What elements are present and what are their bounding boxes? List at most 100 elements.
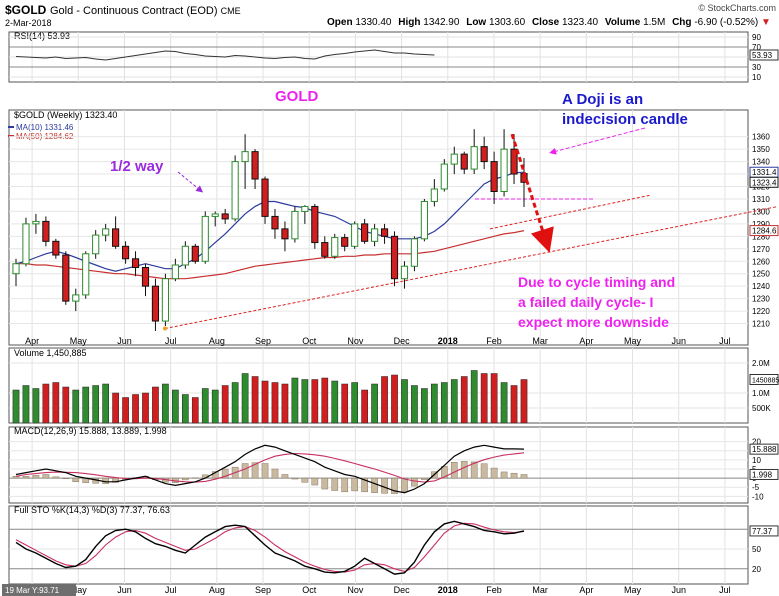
x-tick-label: 2018 [438,336,458,346]
candle-body [321,242,329,257]
candle-body [470,146,478,170]
candle-body [112,228,120,247]
x-tick-label: Oct [302,336,317,346]
x-tick-label: Dec [394,336,411,346]
rsi-tick-label: 70 [752,43,761,52]
stochastic-last-tag [749,525,779,537]
candle-body [440,163,448,190]
rsi-tick-label: 90 [752,33,761,42]
downside-arrow [510,133,554,253]
price-tick-label: 1260 [752,257,770,266]
macd-histogram-bar [22,476,30,479]
x-tick-label-bottom: Sep [255,585,271,595]
volume-bar [510,385,518,424]
annotation-gold-title: GOLD [275,88,318,105]
candle-body [390,235,399,280]
price-panel: $GOLD (Weekly) 1323.40 MA(10) 1331.46 MA… [8,110,779,332]
macd-histogram-bar [251,462,259,479]
annotation-note-line1: Due to cycle timing and [518,274,675,290]
x-tick-label: May [70,336,88,346]
x-tick-label: Apr [25,336,39,346]
panel-frame-vol [8,347,749,424]
macd-histogram-bar [520,474,528,479]
x-tick-label: Sep [255,336,271,346]
x-tick-label-bottom: Aug [209,585,225,595]
candle-body [211,213,219,217]
candle-body [400,265,409,280]
candle-body [460,153,468,170]
macd-histogram-bar [52,476,60,479]
stochastic-last-label: 77.37 [752,527,773,536]
volume-bar [301,379,309,424]
candle-body [500,148,508,192]
x-tick-label-bottom: 2018 [438,585,458,595]
price-tick-label: 1270 [752,245,770,254]
x-tick-label-bottom: Apr [579,585,593,595]
ma10-legend: MA(10) 1331.46 [16,123,74,132]
x-tick-label: Nov [347,336,364,346]
volume-bar [32,388,40,424]
candle-body [32,220,40,225]
candle-body [42,220,50,242]
candle-body [221,213,229,220]
macd-histogram-bar [12,476,20,479]
volume-bar [181,394,189,424]
candle-body [131,258,140,268]
volume-bar [431,383,438,424]
x-tick-label: Jul [719,336,731,346]
volume-bar [112,392,119,424]
candle-body [510,148,518,175]
price-tag-label: 1323.4 [752,178,777,187]
rsi-panel: RSI(14) 53.93 907050301053.93 [9,31,779,82]
candle-body [62,254,70,302]
panel-frame-sto [8,505,749,585]
rsi-tick-label: 30 [752,63,761,72]
macd-panel: MACD(12,26,9) 15.888, 13.889, 1.998 2015… [9,426,779,501]
rsi-last-tag [749,49,779,61]
candle-body [351,223,359,247]
x-tick-label: Apr [579,336,593,346]
candle-body [121,245,130,260]
annotation-doji-line2: indecision candle [562,111,688,128]
volume-bar [311,379,319,424]
candle-body [301,205,309,212]
macd-histogram-bar [391,477,398,494]
candle-body [92,234,100,255]
stochastic-tick-label: 50 [752,545,761,554]
macd-tick-label: -5 [752,483,760,492]
candle-body [181,245,189,266]
candle-body [480,146,488,163]
x-tick-label-bottom: May [624,585,642,595]
macd-histogram-bar [281,474,289,479]
volume-bar [440,382,448,424]
annotation-note-line3: expect more downside [518,314,669,330]
volume-bar [132,394,139,424]
panel-frame-macd [8,426,749,504]
macd-histogram-bar [311,477,319,486]
x-tick-label-bottom: Feb [486,585,502,595]
volume-bar [381,376,388,424]
candle-body [52,240,60,256]
price-tag [749,176,779,188]
candle-body [420,200,428,240]
volume-bar [291,377,299,424]
stochastic-d-line [15,522,525,573]
x-tick-label: Jul [165,336,177,346]
x-tick-label-bottom: Nov [347,585,364,595]
volume-bar [122,397,129,424]
macd-histogram-bar [440,466,448,479]
volume-bar [401,379,408,424]
chart-date: 2-Mar-2018 [5,18,52,28]
x-tick-label-bottom: Dec [394,585,411,595]
candle-body [311,205,319,244]
volume-bar [72,389,80,424]
volume-panel: Volume 1,450,885 2.0M 1.0M 500K 1450885 [9,348,779,424]
volume-tick-label: 1.0M [752,389,770,398]
macd-histogram-bar [510,472,518,479]
volume-bar [480,373,488,424]
macd-histogram-bar [470,461,478,479]
candle-body [201,215,209,262]
x-tick-label-bottom: May [70,585,88,595]
x-tick-label-bottom: Jun [117,585,132,595]
candle-body [151,285,160,322]
